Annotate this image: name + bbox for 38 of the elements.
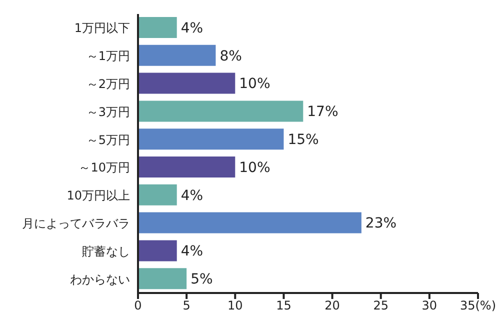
x-tick-label: 15 xyxy=(276,298,292,313)
bar xyxy=(138,184,177,206)
x-tick-label: 10 xyxy=(228,298,243,313)
bar xyxy=(138,72,236,94)
data-label: 5% xyxy=(190,272,213,288)
data-label: 8% xyxy=(220,48,242,64)
y-tick-label: 月によってバラバラ xyxy=(22,216,130,231)
data-label: 10% xyxy=(239,160,270,176)
data-label: 10% xyxy=(239,76,270,92)
data-label: 4% xyxy=(180,188,204,204)
data-label: 17% xyxy=(307,104,338,120)
data-label: 4% xyxy=(180,20,204,36)
y-tick-label: わからない xyxy=(70,272,130,286)
x-tick-label: 35(%) xyxy=(460,298,496,313)
y-tick-label: ～3万円 xyxy=(86,104,130,119)
bar xyxy=(138,156,236,178)
y-tick-label: ～2万円 xyxy=(86,77,130,92)
x-tick-label: 20 xyxy=(324,298,340,313)
y-tick-label: 1万円以下 xyxy=(74,21,130,36)
data-label: 15% xyxy=(288,132,319,148)
x-tick-label: 0 xyxy=(134,298,142,313)
y-tick-label: 10万円以上 xyxy=(66,188,130,203)
x-tick-label: 25 xyxy=(373,298,388,313)
bar xyxy=(138,17,177,38)
bar xyxy=(138,268,187,290)
x-tick-label: 5 xyxy=(182,298,190,313)
bar xyxy=(138,240,177,262)
y-tick-label: 貯蓄なし xyxy=(82,244,130,258)
bar xyxy=(138,128,284,150)
y-tick-label: ～5万円 xyxy=(86,132,130,147)
y-tick-label: ～1万円 xyxy=(86,49,130,64)
bar xyxy=(138,44,216,66)
x-tick-label: 30 xyxy=(422,298,438,313)
data-label: 4% xyxy=(180,244,204,260)
bar xyxy=(138,100,304,122)
y-tick-label: ～10万円 xyxy=(78,160,130,175)
bar xyxy=(138,212,362,234)
data-label: 23% xyxy=(365,216,397,232)
